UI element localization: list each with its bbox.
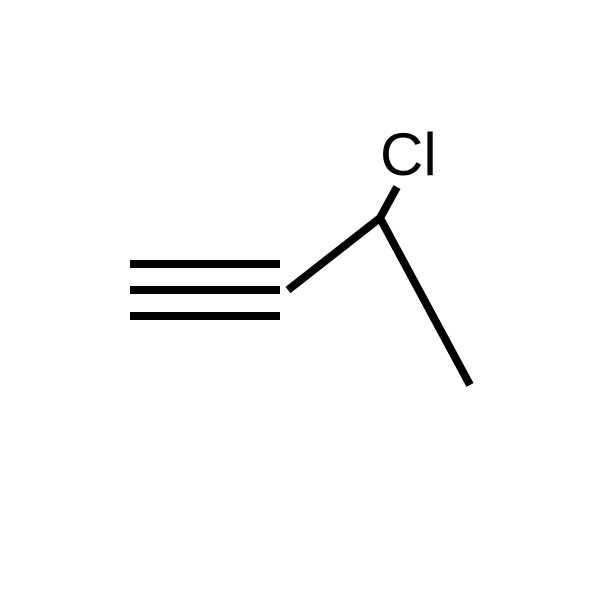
molecule-diagram: Cl	[0, 0, 600, 600]
bond-c3-cl	[380, 187, 397, 218]
atom-label-cl: Cl	[380, 121, 437, 188]
bond-c3-c4	[380, 218, 470, 385]
bond-c2-c3	[288, 218, 380, 290]
